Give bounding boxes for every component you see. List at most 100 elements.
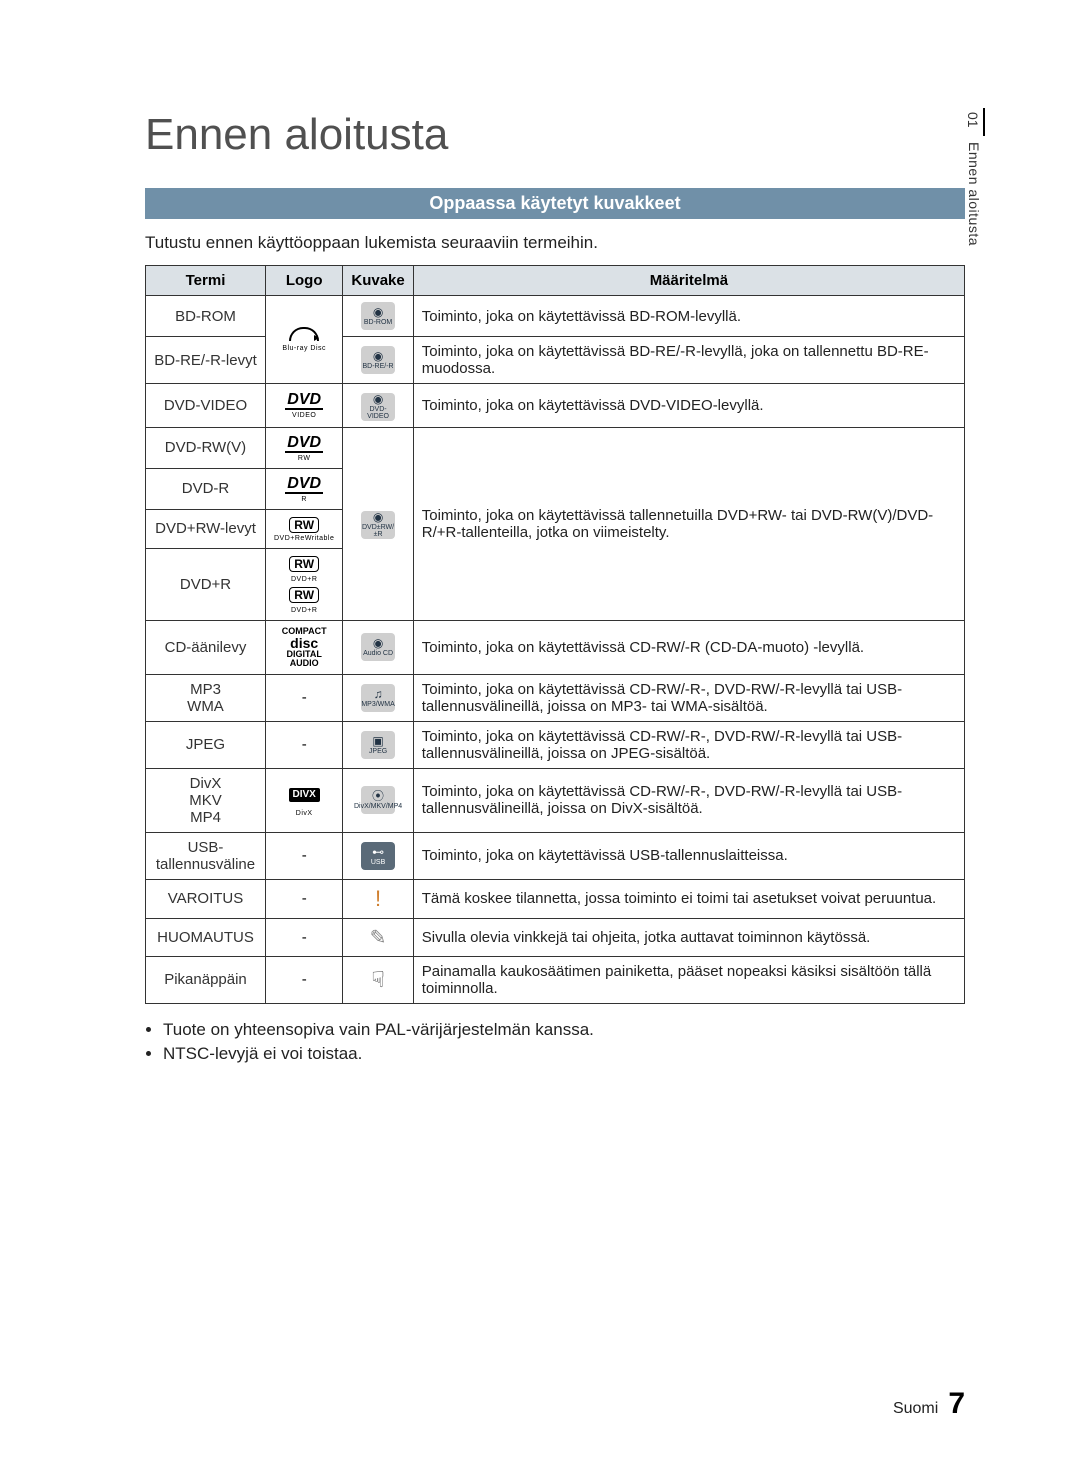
def-cell: Toiminto, joka on käytettävissä BD-RE/-R… (413, 337, 964, 384)
footer-language: Suomi (893, 1400, 938, 1418)
compact-disc-logo-icon: COMPACT disc DIGITAL AUDIO (274, 627, 334, 668)
table-header-row: Termi Logo Kuvake Määritelmä (146, 266, 965, 296)
kuvake-cell: ◉Audio CD (343, 620, 413, 674)
table-row: DVD-VIDEO DVD VIDEO ◉DVD-VIDEO Toiminto,… (146, 384, 965, 428)
logo-cell: - (266, 674, 343, 721)
notes-list: Tuote on yhteensopiva vain PAL-värijärje… (145, 1020, 965, 1064)
music-badge-icon: ♫MP3/WMA (361, 684, 395, 712)
logo-cell: COMPACT disc DIGITAL AUDIO (266, 620, 343, 674)
chapter-number: 01 (963, 108, 985, 136)
video-badge-icon: ⦿DivX/MKV/MP4 (361, 786, 395, 814)
logo-cell: - (266, 721, 343, 768)
term-cell: BD-ROM (146, 296, 266, 337)
term-cell: DVD-RW(V) (146, 427, 266, 468)
rw-logo-icon: RW DVD+ReWritable (274, 517, 334, 542)
icon-definitions-table: Termi Logo Kuvake Määritelmä BD-ROM Blu-… (145, 265, 965, 1004)
kuvake-cell: ◉DVD±RW/±R (343, 427, 413, 620)
dvd-logo-icon: DVD RW (285, 435, 323, 462)
table-row: CD-äänilevy COMPACT disc DIGITAL AUDIO ◉… (146, 620, 965, 674)
term-cell: CD-äänilevy (146, 620, 266, 674)
dvd-logo-icon: DVD VIDEO (285, 392, 323, 419)
chapter-name: Ennen aloitusta (966, 136, 982, 246)
table-row: USB-tallennusväline - ⊷USB Toiminto, jok… (146, 832, 965, 879)
kuvake-cell: ◉BD-RE/-R (343, 337, 413, 384)
term-cell: DVD-VIDEO (146, 384, 266, 428)
term-cell: MP3 WMA (146, 674, 266, 721)
term-cell: BD-RE/-R-levyt (146, 337, 266, 384)
logo-cell: - (266, 879, 343, 918)
bluray-logo-icon: Blu-ray Disc (282, 327, 326, 352)
logo-cell: - (266, 918, 343, 956)
def-cell: Toiminto, joka on käytettävissä DVD-VIDE… (413, 384, 964, 428)
kuvake-cell: ✎ (343, 918, 413, 956)
col-term: Termi (146, 266, 266, 296)
def-cell: Toiminto, joka on käytettävissä USB-tall… (413, 832, 964, 879)
note-item: Tuote on yhteensopiva vain PAL-värijärje… (163, 1020, 965, 1040)
term-cell: DVD+R (146, 548, 266, 620)
logo-cell: DVD R (266, 468, 343, 509)
table-row: DivX MKV MP4 DIVX DivX ⦿DivX/MKV/MP4 Toi… (146, 768, 965, 832)
logo-cell: DVD VIDEO (266, 384, 343, 428)
def-cell: Toiminto, joka on käytettävissä CD-RW/-R… (413, 721, 964, 768)
term-cell: DVD-R (146, 468, 266, 509)
logo-cell: DIVX DivX (266, 768, 343, 832)
table-row: MP3 WMA - ♫MP3/WMA Toiminto, joka on käy… (146, 674, 965, 721)
term-cell: Pikanäppäin (146, 956, 266, 1003)
table-row: DVD-RW(V) DVD RW ◉DVD±RW/±R Toiminto, jo… (146, 427, 965, 468)
disc-badge-icon: ◉DVD-VIDEO (361, 393, 395, 421)
logo-cell: DVD RW (266, 427, 343, 468)
def-cell: Toiminto, joka on käytettävissä tallenne… (413, 427, 964, 620)
manual-page: 01 Ennen aloitusta Ennen aloitusta Oppaa… (0, 0, 1080, 1479)
term-cell: DivX MKV MP4 (146, 768, 266, 832)
kuvake-cell: ◉DVD-VIDEO (343, 384, 413, 428)
warning-icon: ! (375, 886, 381, 912)
rw-logo-icon: RW DVD+R RW DVD+R (289, 556, 319, 614)
disc-badge-icon: ◉BD-RE/-R (361, 346, 395, 374)
table-row: Pikanäppäin - ☟ Painamalla kaukosäätimen… (146, 956, 965, 1003)
def-cell: Tämä koskee tilannetta, jossa toiminto e… (413, 879, 964, 918)
table-row: VAROITUS - ! Tämä koskee tilannetta, jos… (146, 879, 965, 918)
col-logo: Logo (266, 266, 343, 296)
intro-text: Tutustu ennen käyttöoppaan lukemista seu… (145, 233, 965, 253)
col-kuvake: Kuvake (343, 266, 413, 296)
def-cell: Toiminto, joka on käytettävissä BD-ROM-l… (413, 296, 964, 337)
disc-badge-icon: ◉BD-ROM (361, 302, 395, 330)
kuvake-cell: ▣JPEG (343, 721, 413, 768)
kuvake-cell: ! (343, 879, 413, 918)
def-cell: Toiminto, joka on käytettävissä CD-RW/-R… (413, 620, 964, 674)
disc-badge-icon: ◉DVD±RW/±R (361, 511, 395, 539)
kuvake-cell: ◉BD-ROM (343, 296, 413, 337)
usb-badge-icon: ⊷USB (361, 842, 395, 870)
term-cell: JPEG (146, 721, 266, 768)
page-title: Ennen aloitusta (145, 110, 965, 160)
image-badge-icon: ▣JPEG (361, 731, 395, 759)
table-row: JPEG - ▣JPEG Toiminto, joka on käytettäv… (146, 721, 965, 768)
def-cell: Toiminto, joka on käytettävissä CD-RW/-R… (413, 674, 964, 721)
logo-cell: - (266, 832, 343, 879)
logo-cell: - (266, 956, 343, 1003)
logo-cell: Blu-ray Disc (266, 296, 343, 384)
kuvake-cell: ♫MP3/WMA (343, 674, 413, 721)
logo-cell: RW DVD+ReWritable (266, 509, 343, 548)
kuvake-cell: ☟ (343, 956, 413, 1003)
note-item: NTSC-levyjä ei voi toistaa. (163, 1044, 965, 1064)
def-cell: Toiminto, joka on käytettävissä CD-RW/-R… (413, 768, 964, 832)
divx-logo-icon: DIVX DivX (289, 788, 320, 817)
term-cell: HUOMAUTUS (146, 918, 266, 956)
dvd-logo-icon: DVD R (285, 476, 323, 503)
kuvake-cell: ⦿DivX/MKV/MP4 (343, 768, 413, 832)
section-heading: Oppaassa käytetyt kuvakkeet (145, 188, 965, 219)
def-cell: Painamalla kaukosäätimen painiketta, pää… (413, 956, 964, 1003)
kuvake-cell: ⊷USB (343, 832, 413, 879)
side-chapter-tab: 01 Ennen aloitusta (963, 108, 985, 246)
term-cell: VAROITUS (146, 879, 266, 918)
logo-cell: RW DVD+R RW DVD+R (266, 548, 343, 620)
term-cell: USB-tallennusväline (146, 832, 266, 879)
table-row: BD-ROM Blu-ray Disc ◉BD-ROM Toiminto, jo… (146, 296, 965, 337)
footer-page-number: 7 (948, 1387, 965, 1421)
def-cell: Sivulla olevia vinkkejä tai ohjeita, jot… (413, 918, 964, 956)
hand-press-icon: ☟ (371, 967, 384, 993)
term-cell: DVD+RW-levyt (146, 509, 266, 548)
col-def: Määritelmä (413, 266, 964, 296)
page-footer: Suomi 7 (893, 1387, 965, 1421)
